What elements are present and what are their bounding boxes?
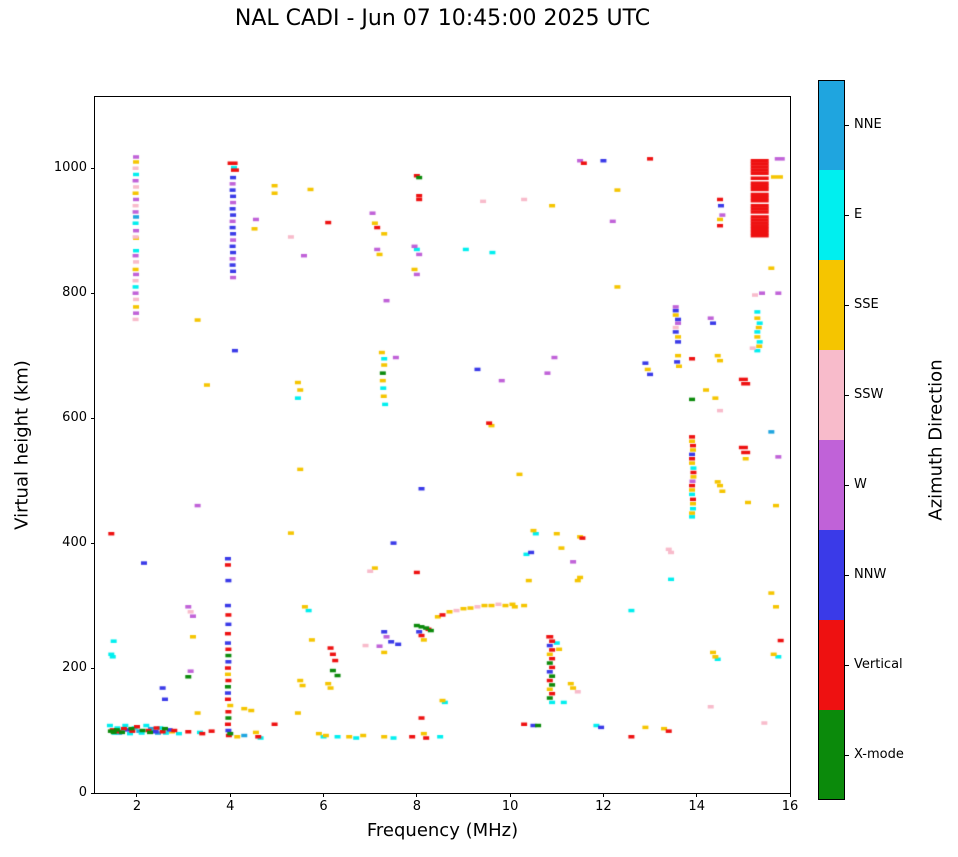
colorbar-segment-nnw <box>818 530 845 620</box>
colorbar-category-label: NNE <box>854 117 882 132</box>
x-tick-mark <box>229 793 231 797</box>
y-axis-label: Virtual height (km) <box>11 360 33 530</box>
colorbar-tick <box>845 574 849 576</box>
colorbar-segment-sse <box>818 260 845 350</box>
x-tick-label: 6 <box>319 799 328 814</box>
colorbar-tick <box>845 214 849 216</box>
y-tick-mark <box>91 542 95 544</box>
x-tick-mark <box>789 793 791 797</box>
y-tick-label: 400 <box>62 535 87 551</box>
colorbar-tick <box>845 664 849 666</box>
colorbar-category-label: W <box>854 477 867 492</box>
y-tick-mark <box>91 167 95 169</box>
x-tick-mark <box>509 793 511 797</box>
x-tick-label: 4 <box>226 799 235 814</box>
colorbar-category-label: SSE <box>854 297 879 312</box>
x-tick-label: 12 <box>595 799 612 814</box>
colorbar-tick <box>845 304 849 306</box>
x-tick-label: 14 <box>688 799 705 814</box>
colorbar-segment-nne <box>818 80 845 170</box>
colorbar-title: Azimuth Direction <box>925 359 947 521</box>
scatter-canvas <box>95 97 790 793</box>
colorbar-segment-w <box>818 440 845 530</box>
y-tick-label: 800 <box>62 285 87 301</box>
x-tick-label: 16 <box>781 799 799 814</box>
x-tick-mark <box>323 793 325 797</box>
x-tick-mark <box>416 793 418 797</box>
chart-title: NAL CADI - Jun 07 10:45:00 2025 UTC <box>234 6 651 31</box>
colorbar-segment-vertical <box>818 620 845 710</box>
colorbar-category-label: E <box>854 207 863 222</box>
colorbar-category-label: X-mode <box>854 747 904 762</box>
colorbar-category-label: SSW <box>854 387 884 402</box>
colorbar-tick <box>845 124 849 126</box>
y-tick-label: 600 <box>62 410 87 426</box>
colorbar-tick <box>845 754 849 756</box>
y-tick-mark <box>91 667 95 669</box>
y-tick-mark <box>91 292 95 294</box>
x-tick-label: 2 <box>132 799 142 814</box>
colorbar-tick <box>845 394 849 396</box>
y-tick-label: 1000 <box>53 160 87 176</box>
x-tick-mark <box>696 793 698 797</box>
colorbar-tick <box>845 484 849 486</box>
x-tick-label: 10 <box>501 799 519 814</box>
y-tick-label: 200 <box>62 660 87 676</box>
x-axis-label: Frequency (MHz) <box>366 820 519 841</box>
y-tick-mark <box>91 417 95 419</box>
colorbar-category-label: Vertical <box>854 657 903 672</box>
plot-area <box>94 96 791 794</box>
colorbar-segment-x-mode <box>818 710 845 800</box>
colorbar-category-label: NNW <box>854 567 887 582</box>
x-tick-label: 8 <box>412 799 421 814</box>
x-tick-mark <box>602 793 604 797</box>
colorbar-segment-ssw <box>818 350 845 440</box>
y-tick-mark <box>91 792 95 794</box>
y-tick-label: 0 <box>78 785 87 800</box>
colorbar-segment-e <box>818 170 845 260</box>
x-tick-mark <box>136 793 138 797</box>
